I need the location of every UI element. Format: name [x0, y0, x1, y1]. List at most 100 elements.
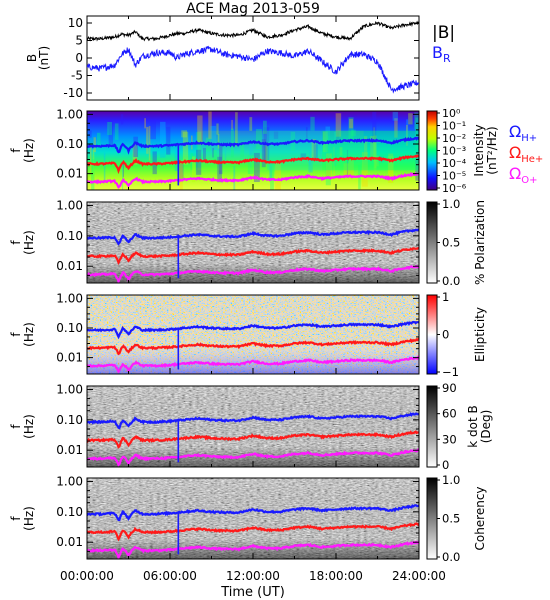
ytick-label: 1.00 — [56, 291, 83, 305]
heatmap-streak — [208, 111, 212, 139]
heatmap-streak — [91, 159, 95, 190]
ytick-label: 0.01 — [56, 167, 83, 181]
ytick-label: 0.01 — [56, 535, 83, 549]
heatmap-streak — [250, 143, 252, 168]
heatmap-streak — [394, 118, 398, 138]
heatmap-streak — [270, 159, 274, 190]
heatmap-streak — [179, 160, 183, 190]
colorbar-tick-label: 90 — [442, 381, 457, 395]
heatmap-region — [322, 130, 419, 171]
heatmap-streak — [349, 118, 353, 129]
ytick-label: 0.10 — [56, 137, 83, 151]
colorbar-tick-label: 10⁻⁵ — [442, 170, 466, 183]
gyrofrequency-line-o-plus — [87, 448, 419, 467]
heatmap-streak — [88, 130, 92, 138]
heatmap-streak — [335, 113, 342, 137]
ytick-label: 0.10 — [56, 321, 83, 335]
heatmap-streak — [212, 148, 215, 158]
legend-b-total: |B| — [432, 23, 455, 43]
ytick-label: 1.00 — [56, 382, 83, 396]
heatmap-streak — [339, 147, 343, 156]
series-line-b-r — [87, 45, 419, 94]
heatmap-streak — [235, 112, 238, 147]
heatmap-streak — [309, 149, 311, 166]
heatmap-streak — [414, 112, 419, 130]
heatmap-streak — [351, 129, 356, 136]
heatmap-streak — [273, 131, 279, 139]
heatmap-streak — [216, 123, 219, 135]
xtick-label: 06:00:00 — [143, 569, 197, 583]
heatmap-streak — [122, 161, 124, 190]
heatmap-streak — [333, 146, 335, 178]
heatmap-streak — [363, 136, 368, 160]
heatmap-streak — [372, 111, 377, 140]
heatmap-streak — [166, 126, 171, 155]
colorbar-tick-label: 10⁻¹ — [442, 120, 466, 133]
ytick-label: 1.00 — [56, 198, 83, 212]
colorbar-tick-label: 0 — [442, 328, 449, 342]
heatmap-streak — [122, 161, 124, 178]
heatmap-streak — [255, 129, 262, 149]
xtick-label: 00:00:00 — [60, 569, 114, 583]
gyrofrequency-line-o-plus — [87, 264, 419, 283]
heatmap-streak — [146, 126, 149, 154]
colorbar — [426, 110, 438, 191]
heatmap-streak — [370, 136, 375, 158]
ytick-label: 0.10 — [56, 229, 83, 243]
gyrofrequency-line-h-plus — [87, 503, 419, 522]
heatmap-streak — [327, 135, 329, 169]
heatmap-streak — [182, 131, 189, 165]
heatmap-streak — [346, 149, 349, 176]
heatmap-streak — [311, 138, 317, 159]
ylabel: f(Hz) — [9, 230, 36, 255]
colorbar-tick-label: 10⁻³ — [442, 145, 466, 158]
gyrofrequency-line-h-plus — [87, 411, 419, 430]
colorbar-tick-label: 60 — [442, 407, 457, 421]
legend-omega-h: ΩH+ — [509, 122, 537, 144]
heatmap-streak — [275, 161, 281, 190]
ytick-label: 5 — [75, 34, 83, 48]
heatmap-streak — [388, 153, 394, 183]
colorbar — [426, 385, 438, 468]
heatmap-streak — [160, 121, 166, 158]
ellipticity-panel: 1.00 0.10 0.01 f(Hz) 1 0 −1 Ellipticity — [9, 290, 487, 379]
chart-title: ACE Mag 2013-059 — [186, 1, 320, 17]
colorbar-tick-label: 1.0 — [442, 197, 460, 211]
k-dot-b-panel: 1.00 0.10 0.01 f(Hz) 90 60 30 0 k dot B(Deg) — [9, 381, 493, 472]
ytick-label: -5 — [71, 69, 83, 83]
gyrofrequency-line-he-plus — [87, 337, 419, 356]
heatmap-streak — [201, 119, 203, 141]
gyrofrequency-legend: ΩH+ ΩHe+ ΩO+ — [509, 122, 543, 186]
polarization-panel: 1.00 0.10 0.01 f(Hz) 1.0 0.5 0.0 % Polarization — [9, 197, 487, 288]
heatmap-streak — [253, 152, 260, 183]
heatmap-streak — [373, 135, 377, 171]
gyrofrequency-line-h-plus — [87, 320, 419, 340]
xtick-label: 18:00:00 — [309, 569, 363, 583]
heatmap-streak — [150, 120, 156, 140]
coherency-heatmap — [87, 478, 419, 559]
colorbar-label: Coherency — [473, 486, 487, 550]
ytick-label: 0.01 — [56, 259, 83, 273]
colorbar-tick-label: 0.0 — [442, 274, 460, 288]
colorbar — [426, 294, 438, 375]
colorbar-tick-label: 30 — [442, 432, 457, 446]
heatmap-streak — [231, 119, 233, 130]
heatmap-streak — [144, 118, 147, 129]
colorbar-label: k dot B(Deg) — [466, 405, 493, 447]
heatmap-streak — [181, 130, 188, 138]
ylabel: f(Hz) — [9, 414, 36, 439]
heatmap-streak — [233, 166, 236, 190]
heatmap-streak — [262, 120, 267, 134]
heatmap-streak — [133, 136, 138, 158]
ytick-label: 0.10 — [56, 413, 83, 427]
heatmap-streak — [387, 155, 394, 183]
heatmap-streak — [325, 155, 331, 186]
gyrofrequency-line-h-plus — [87, 228, 419, 246]
gyrofrequency-line-he-plus — [87, 522, 419, 542]
heatmap-streak — [343, 163, 350, 176]
ylabel: f(Hz) — [9, 138, 36, 163]
gyrofrequency-line-o-plus — [87, 171, 419, 189]
colorbar-label: Intensity(nT²/Hz) — [472, 124, 499, 176]
heatmap-streak — [349, 156, 354, 176]
